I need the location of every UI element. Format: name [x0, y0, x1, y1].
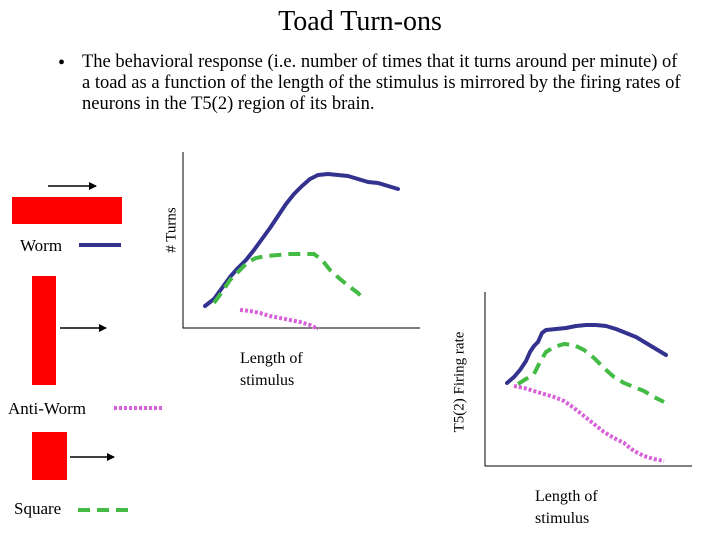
right-antiworm-curve: [513, 384, 665, 463]
right-square-curve: [516, 341, 665, 404]
right-worm-curve: [505, 323, 668, 385]
square-legend-label: Square: [14, 499, 62, 518]
left-x-axis-label-line2: stimulus: [240, 372, 295, 389]
left-worm-curve: [203, 172, 400, 308]
right-x-axis-label-line1: Length of: [535, 488, 598, 505]
bullet-dot: •: [58, 52, 66, 74]
left-square-curve: [212, 252, 366, 305]
right-plot-axes: [484, 292, 692, 467]
bullet-text: The behavioral response (i.e. number of …: [82, 52, 681, 114]
antiworm-stimulus-bar: [32, 276, 56, 385]
worm-stimulus-bar: [12, 197, 122, 224]
slide-title: Toad Turn-ons: [278, 6, 442, 37]
left-x-axis-label-line1: Length of: [240, 350, 303, 367]
left-plot-axes: [182, 152, 420, 329]
left-x-axis-label: Length of stimulus: [240, 348, 303, 392]
right-x-axis-label-line2: stimulus: [535, 510, 590, 527]
square-stimulus: [32, 432, 67, 480]
antiworm-legend-label: Anti-Worm: [8, 399, 86, 418]
right-x-axis-label: Length of stimulus: [535, 486, 598, 530]
worm-legend-label: Worm: [20, 236, 63, 255]
left-antiworm-curve: [239, 308, 319, 331]
